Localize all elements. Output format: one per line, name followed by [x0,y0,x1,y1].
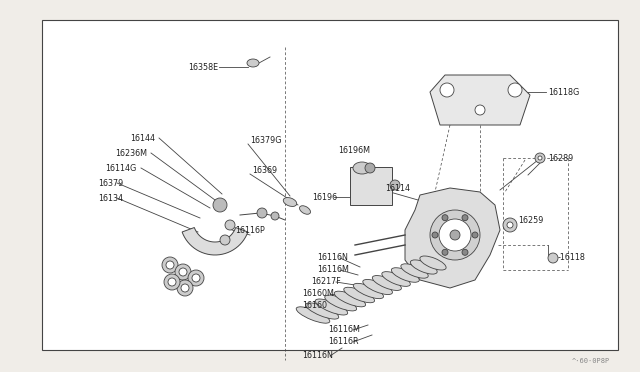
Ellipse shape [306,303,339,319]
Circle shape [179,268,187,276]
Text: 16116N: 16116N [317,253,348,263]
Circle shape [439,219,471,251]
Ellipse shape [284,198,297,206]
Circle shape [213,198,227,212]
Text: 16160: 16160 [302,301,327,311]
Text: 16358E: 16358E [188,62,218,71]
Circle shape [507,222,513,228]
Circle shape [365,163,375,173]
Text: 16134: 16134 [98,193,123,202]
Circle shape [442,249,448,255]
Polygon shape [182,228,248,255]
Text: 16289: 16289 [548,154,573,163]
Circle shape [181,284,189,292]
Text: -16118: -16118 [558,253,586,263]
Text: 16116N: 16116N [302,352,333,360]
Circle shape [175,264,191,280]
Text: 16259: 16259 [518,215,543,224]
Text: 16196: 16196 [312,192,337,202]
Circle shape [462,249,468,255]
Ellipse shape [334,291,365,307]
Circle shape [440,83,454,97]
Circle shape [450,230,460,240]
Circle shape [164,274,180,290]
Circle shape [508,83,522,97]
Ellipse shape [353,162,371,174]
Text: 16379G: 16379G [250,135,282,144]
Ellipse shape [410,260,437,274]
Circle shape [503,218,517,232]
Circle shape [162,257,178,273]
Circle shape [548,253,558,263]
Text: 16116P: 16116P [235,225,265,234]
Text: 16236M: 16236M [115,148,147,157]
Text: ^·60·0P8P: ^·60·0P8P [572,358,610,364]
Ellipse shape [372,276,401,291]
Text: 16116M: 16116M [328,326,360,334]
Circle shape [177,280,193,296]
Text: 16116M: 16116M [317,266,349,275]
Text: 16114: 16114 [385,183,410,192]
Text: 16379: 16379 [98,179,124,187]
Bar [350,167,392,205]
Circle shape [188,270,204,286]
Ellipse shape [344,287,374,303]
Ellipse shape [363,279,392,295]
Circle shape [535,153,545,163]
Circle shape [257,208,267,218]
Ellipse shape [382,272,410,286]
Polygon shape [405,188,500,288]
Circle shape [432,232,438,238]
Ellipse shape [324,295,356,311]
Ellipse shape [353,283,383,299]
Circle shape [271,212,279,220]
Circle shape [390,180,400,190]
Ellipse shape [316,299,348,315]
Circle shape [192,274,200,282]
Ellipse shape [391,268,419,282]
Text: 16217F: 16217F [311,278,340,286]
Text: 16196M: 16196M [338,145,370,154]
Circle shape [225,220,235,230]
Ellipse shape [296,307,330,323]
Circle shape [220,235,230,245]
Polygon shape [430,75,530,125]
Text: 16144: 16144 [130,134,155,142]
Ellipse shape [247,59,259,67]
Circle shape [475,105,485,115]
Circle shape [472,232,478,238]
Text: 16160M: 16160M [302,289,334,298]
Ellipse shape [401,264,428,278]
Circle shape [462,215,468,221]
Bar [42,20,618,350]
Ellipse shape [300,206,310,214]
Circle shape [430,210,480,260]
Ellipse shape [420,256,446,270]
Text: 16369: 16369 [252,166,277,174]
Circle shape [538,156,542,160]
Text: 16116R: 16116R [328,337,358,346]
Circle shape [166,261,174,269]
Text: 16118G: 16118G [548,87,579,96]
Circle shape [442,215,448,221]
Text: 16114G: 16114G [105,164,136,173]
Circle shape [168,278,176,286]
